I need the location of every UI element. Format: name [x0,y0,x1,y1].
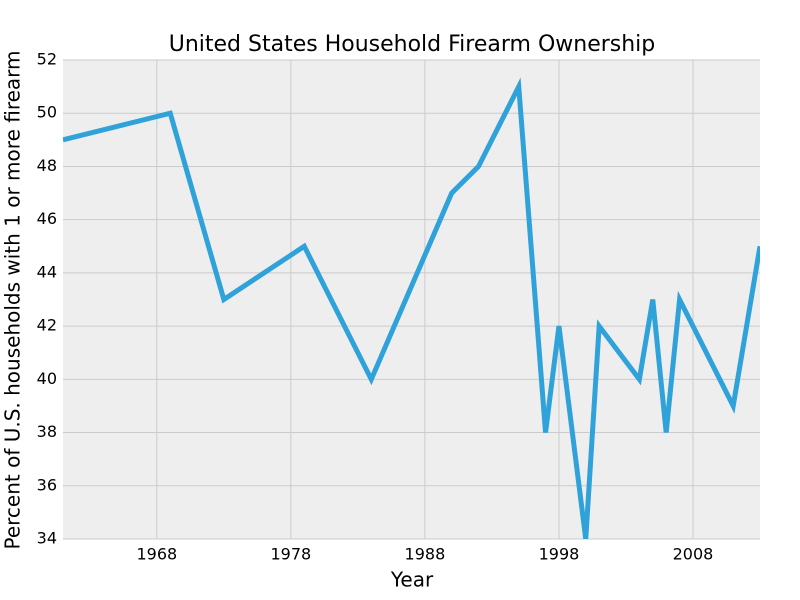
y-tick-label: 36 [37,475,57,494]
plot-area [63,60,760,539]
x-tick-label: 1988 [405,545,446,564]
y-tick-label: 42 [37,316,57,335]
y-tick-label: 38 [37,422,57,441]
y-tick-label: 52 [37,50,57,69]
y-tick-label: 34 [37,529,57,548]
y-tick-label: 50 [37,103,57,122]
data-line [63,77,760,539]
y-tick-label: 48 [37,156,57,175]
x-tick-label: 1998 [539,545,580,564]
y-axis-label: Percent of U.S. households with 1 or mor… [1,50,25,549]
x-tick-label: 2008 [673,545,714,564]
x-tick-label: 1968 [136,545,177,564]
y-tick-label: 44 [37,262,57,281]
y-tick-label: 40 [37,369,57,388]
x-axis-label: Year [390,568,434,592]
x-tick-label: 1978 [271,545,312,564]
chart-title: United States Household Firearm Ownershi… [169,32,656,57]
y-tick-label: 46 [37,209,57,228]
